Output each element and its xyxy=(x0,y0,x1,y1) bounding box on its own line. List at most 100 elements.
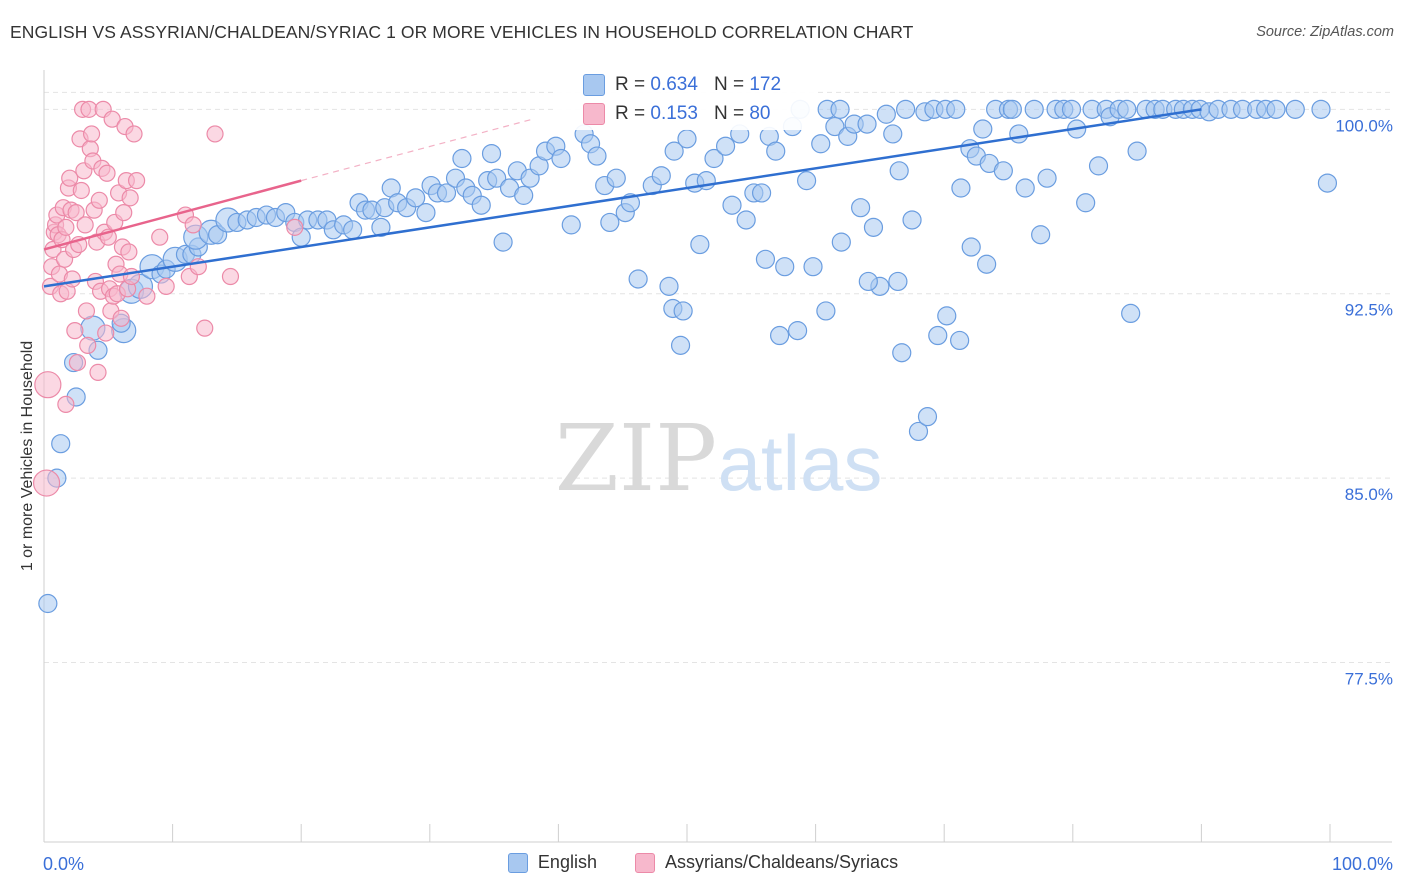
watermark-zip: ZIP xyxy=(555,405,717,512)
english-point xyxy=(1127,141,1147,161)
chart-title: ENGLISH VS ASSYRIAN/CHALDEAN/SYRIAC 1 OR… xyxy=(10,22,914,42)
english-point xyxy=(775,257,795,277)
english-point xyxy=(902,210,922,230)
english-point xyxy=(1009,124,1029,144)
assyrian-point xyxy=(157,277,175,295)
y-tick-label: 77.5% xyxy=(1345,670,1393,689)
assyrian-point xyxy=(67,203,85,222)
english-point xyxy=(1076,193,1096,213)
english-point xyxy=(1117,99,1137,119)
english-point xyxy=(977,254,997,274)
assyrian-point xyxy=(72,181,90,200)
english-point xyxy=(606,168,626,188)
english-point xyxy=(1061,99,1082,119)
y-tick-label: 100.0% xyxy=(1335,116,1393,135)
english-point xyxy=(928,325,948,346)
english-point xyxy=(1015,178,1035,198)
trend-lines xyxy=(43,108,1202,288)
english-trend-line xyxy=(43,108,1202,288)
english-point xyxy=(1285,99,1305,119)
english-point xyxy=(993,161,1013,181)
english-point xyxy=(755,249,776,269)
english-point xyxy=(651,166,671,186)
x-tick-label-0: 0.0% xyxy=(43,854,84,874)
english-point xyxy=(452,148,472,169)
legend-label-assyrian: Assyrians/Chaldeans/Syriacs xyxy=(664,852,899,872)
english-point xyxy=(514,185,534,205)
stats-box: R = 0.634 N = 172 R = 0.153 N = 80 xyxy=(557,70,817,130)
assyrian-point xyxy=(120,243,138,261)
watermark-atlas: atlas xyxy=(718,419,883,507)
assyrian-trend-line xyxy=(43,179,302,251)
assyrian-point xyxy=(103,110,121,128)
assyrian-point xyxy=(79,336,97,354)
assyrian-point xyxy=(63,270,81,288)
english-point xyxy=(751,183,772,203)
legend-label-english: English xyxy=(537,852,597,872)
english-point xyxy=(1002,99,1022,119)
english-point xyxy=(831,232,851,252)
english-point xyxy=(561,215,581,235)
assyrian-point xyxy=(115,203,133,222)
english-point xyxy=(816,301,836,321)
english-point xyxy=(371,217,391,237)
english-legend-swatch xyxy=(507,852,528,873)
english-point xyxy=(851,198,871,218)
english-points xyxy=(38,99,1338,614)
assyrian-point xyxy=(97,324,115,342)
assyrian-point xyxy=(98,164,116,182)
assyrian-point xyxy=(66,322,84,340)
english-point xyxy=(917,407,938,427)
english-point xyxy=(766,141,786,161)
english-point xyxy=(863,217,884,237)
watermark: ZIP atlas xyxy=(555,405,882,512)
english-point xyxy=(677,129,697,149)
assyrian-point xyxy=(82,125,101,143)
english-point xyxy=(600,212,620,233)
english-point xyxy=(343,220,363,240)
english-point xyxy=(493,232,513,252)
english-point xyxy=(1121,303,1141,324)
legend-item-english[interactable]: English xyxy=(507,852,597,873)
english-point xyxy=(1311,99,1331,119)
grid-lines xyxy=(44,91,1392,664)
legend-item-assyrian[interactable]: Assyrians/Chaldeans/Syriacs xyxy=(634,852,899,873)
english-point xyxy=(659,276,679,296)
assyrian-point xyxy=(221,267,240,286)
english-point xyxy=(1317,173,1338,193)
tick-labels: 77.5% 85.0% 92.5% 100.0% 0.0% 100.0% xyxy=(43,116,1393,874)
english-point xyxy=(811,134,831,154)
x-tick-label-100: 100.0% xyxy=(1332,854,1393,874)
english-point xyxy=(950,330,970,351)
english-point xyxy=(946,99,966,119)
assyrian-points xyxy=(32,100,304,497)
english-point xyxy=(736,210,756,230)
english-point xyxy=(715,136,736,156)
assyrian-point xyxy=(68,353,87,372)
english-point xyxy=(51,434,71,454)
english-point xyxy=(722,195,742,215)
assyrian-point xyxy=(151,228,169,246)
english-point xyxy=(664,141,684,161)
assyrian-point xyxy=(125,125,143,143)
english-point xyxy=(973,119,993,139)
english-point xyxy=(487,168,507,188)
english-point xyxy=(937,306,957,326)
english-point xyxy=(690,234,710,255)
english-point xyxy=(1024,99,1044,119)
english-point xyxy=(796,171,817,191)
english-point xyxy=(1266,99,1286,119)
assyrian-point xyxy=(77,302,96,320)
assyrian-point xyxy=(61,169,79,187)
assyrian-point xyxy=(57,218,75,236)
english-point xyxy=(670,335,691,355)
english-point xyxy=(889,161,909,181)
english-point xyxy=(908,421,929,442)
english-point xyxy=(830,99,850,119)
english-point xyxy=(406,188,426,208)
english-swatch xyxy=(583,74,605,96)
english-point xyxy=(825,116,845,137)
english-point xyxy=(876,104,896,124)
english-point xyxy=(1031,225,1051,245)
